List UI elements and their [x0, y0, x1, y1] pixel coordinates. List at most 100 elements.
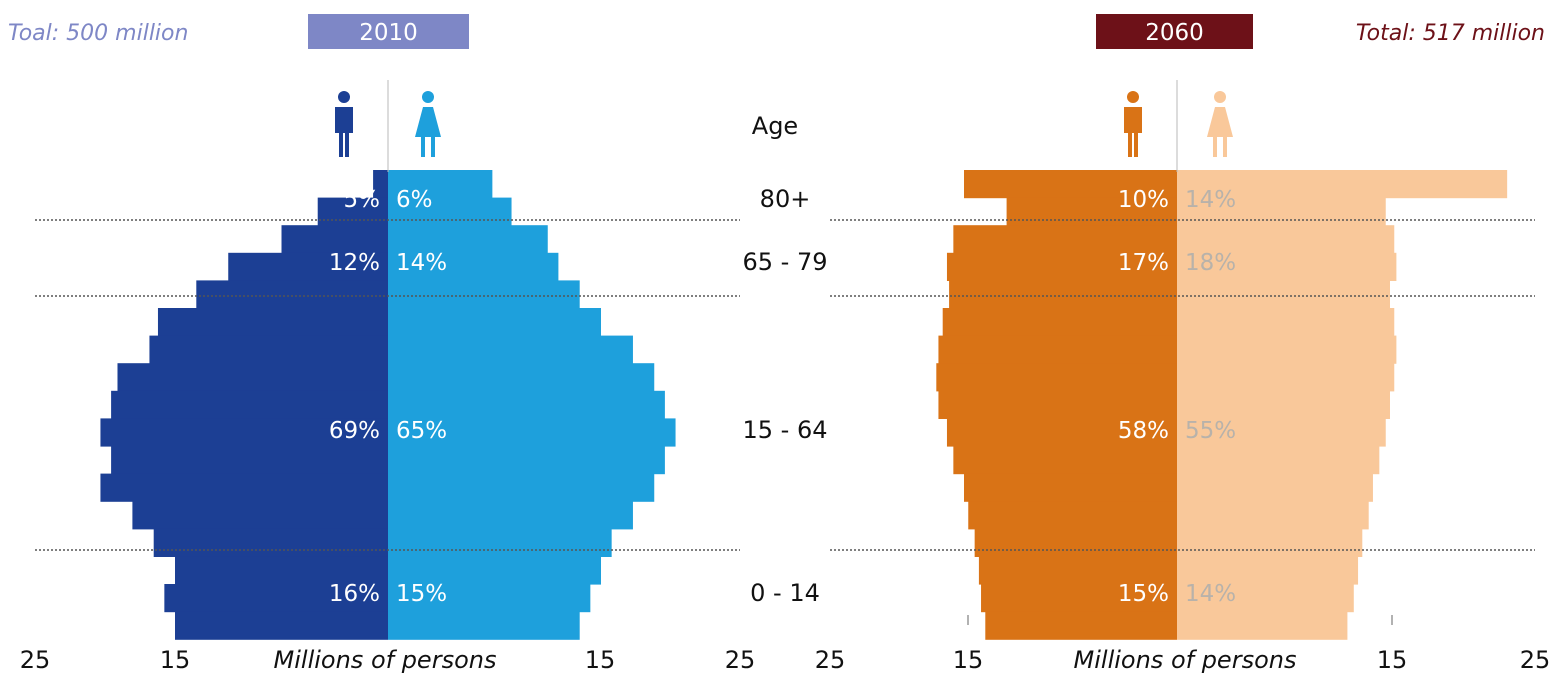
year-box	[308, 14, 469, 49]
female-bar	[1177, 308, 1395, 337]
male-bar	[936, 363, 1177, 392]
female-bar	[1177, 501, 1369, 530]
male-bar	[946, 252, 1177, 281]
male-bar	[938, 335, 1177, 364]
female-bar	[388, 556, 601, 585]
female-bar	[1177, 528, 1363, 557]
panel-2060-male-icon	[1127, 91, 1139, 103]
male-bar	[111, 446, 388, 475]
female-bar	[388, 473, 655, 502]
male-bar	[149, 335, 388, 364]
panel-2010-male-icon-body	[335, 107, 353, 157]
x-tick-label: 15	[1377, 646, 1408, 674]
female-bar	[388, 308, 601, 337]
female-bar	[1177, 170, 1508, 199]
female-bar	[1177, 363, 1395, 392]
male-share-label: 16%	[329, 581, 380, 607]
panel-2060-female-icon	[1214, 91, 1226, 103]
x-tick-label: 25	[20, 646, 51, 674]
male-bar	[175, 611, 388, 640]
male-bar	[100, 418, 388, 447]
female-bar	[388, 280, 580, 309]
male-bar	[981, 584, 1177, 613]
female-bar	[388, 390, 665, 419]
age-group-label: 80+	[760, 185, 811, 213]
male-bar	[157, 308, 388, 337]
male-share-label: 17%	[1118, 250, 1169, 276]
male-bar	[317, 197, 388, 226]
male-bar	[938, 390, 1177, 419]
male-bar	[953, 446, 1177, 475]
female-bar	[388, 611, 580, 640]
male-share-label: 10%	[1118, 187, 1169, 213]
female-bar	[388, 446, 665, 475]
x-tick-label: 25	[725, 646, 756, 674]
female-bar	[1177, 611, 1348, 640]
female-share-label: 14%	[1185, 581, 1236, 607]
female-bar	[1177, 280, 1390, 309]
year-box	[1096, 14, 1253, 49]
female-bar	[1177, 252, 1397, 281]
total-label: Toal: 500 million	[8, 21, 188, 46]
female-share-label: 15%	[396, 581, 447, 607]
year-label: 2010	[359, 20, 418, 46]
male-bar	[132, 501, 388, 530]
male-bar	[964, 170, 1177, 199]
male-share-label: 15%	[1118, 581, 1169, 607]
male-bar	[953, 225, 1177, 254]
female-bar	[388, 335, 633, 364]
x-tick-label: 15	[953, 646, 984, 674]
male-bar	[974, 528, 1177, 557]
age-group-label: 0 - 14	[750, 579, 820, 607]
panel-2010-male-icon	[338, 91, 350, 103]
female-bar	[388, 252, 559, 281]
x-tick-label: 15	[585, 646, 616, 674]
female-bar	[388, 225, 548, 254]
female-share-label: 6%	[396, 187, 433, 213]
age-group-label: 15 - 64	[743, 416, 828, 444]
male-bar	[153, 528, 388, 557]
x-axis-title: Millions of persons	[274, 646, 497, 674]
male-bar	[175, 556, 388, 585]
female-bar	[1177, 556, 1359, 585]
male-bar	[196, 280, 388, 309]
female-share-label: 65%	[396, 418, 447, 444]
female-bar	[388, 528, 612, 557]
female-bar	[388, 418, 676, 447]
age-header: Age	[752, 112, 798, 140]
x-tick-label: 25	[815, 646, 846, 674]
male-bar	[1006, 197, 1177, 226]
male-bar	[228, 252, 388, 281]
male-bar	[111, 390, 388, 419]
male-bar	[117, 363, 389, 392]
male-bar	[949, 280, 1177, 309]
x-tick-label: 25	[1520, 646, 1551, 674]
male-share-label: 12%	[329, 250, 380, 276]
female-bar	[388, 170, 493, 199]
panel-2060-female-icon-body	[1207, 107, 1233, 157]
male-bar	[985, 611, 1177, 640]
female-bar	[1177, 225, 1395, 254]
male-bar	[964, 473, 1177, 502]
female-bar	[1177, 446, 1380, 475]
male-bar	[946, 418, 1177, 447]
male-share-label: 58%	[1118, 418, 1169, 444]
male-share-label: 5%	[344, 187, 381, 213]
female-bar	[1177, 473, 1373, 502]
male-bar	[373, 170, 388, 199]
female-bar	[388, 197, 512, 226]
female-bar	[388, 363, 655, 392]
male-bar	[942, 308, 1177, 337]
female-share-label: 14%	[396, 250, 447, 276]
male-bar	[100, 473, 388, 502]
female-bar	[1177, 418, 1386, 447]
panel-2060-male-icon-body	[1124, 107, 1142, 157]
male-bar	[968, 501, 1177, 530]
male-share-label: 69%	[329, 418, 380, 444]
male-bar	[978, 556, 1177, 585]
female-bar	[1177, 335, 1397, 364]
male-bar	[164, 584, 388, 613]
female-bar	[1177, 390, 1390, 419]
